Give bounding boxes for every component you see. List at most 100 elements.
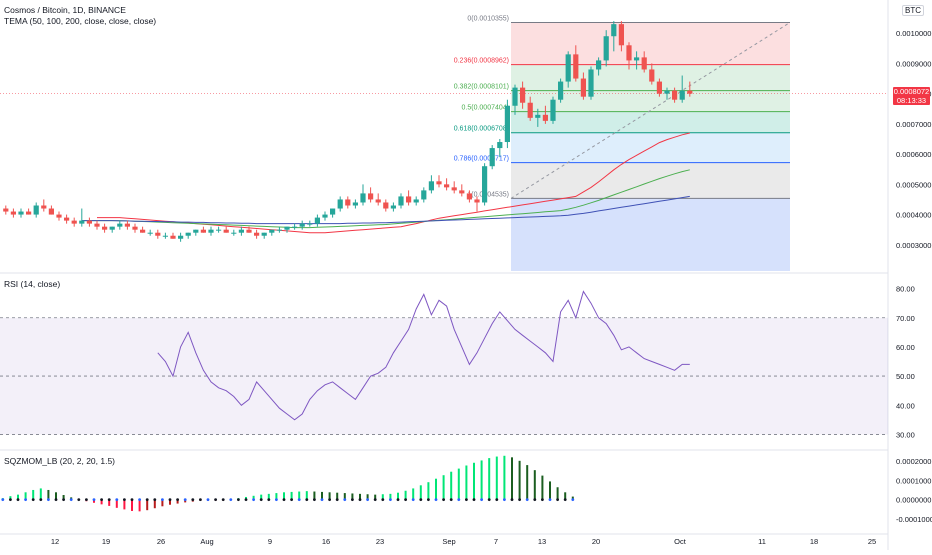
candle-body [535,114,541,118]
fib-level-label: 0.5(0.0007404) [462,105,509,112]
rsi-axis-label: 50.00 [896,372,915,381]
candle-body [565,54,571,82]
candle-body [459,190,465,194]
sqz-bar [32,489,35,500]
sqz-bar [298,491,301,500]
sqz-bar [17,494,19,500]
candle-body [170,235,176,239]
sqz-dot [442,498,445,502]
sqz-bar [549,481,551,500]
sqz-bar [495,456,498,500]
time-axis-label: 16 [322,537,330,546]
tema-legend: TEMA (50, 100, 200, close, close, close) [4,16,157,26]
sqz-bar [138,499,141,512]
sqz-dot [275,498,278,502]
candle-body [41,205,47,209]
sqz-dot [419,498,423,502]
sqz-dot [206,498,210,502]
rsi-axis-label: 70.00 [896,314,915,323]
candle-body [10,211,16,215]
candle-body [124,223,130,227]
sqz-dot [297,498,301,502]
price-axis-label: 0.0004000 [896,211,931,220]
candle-body [626,45,632,61]
candle-body [550,99,556,121]
candle-body [102,226,108,230]
candle-body [618,24,624,46]
sqz-bar [146,499,149,511]
sqz-bar [123,499,126,510]
sqz-bar [169,499,171,505]
fib-level-label: 0.236(0.0008962) [454,58,509,65]
fib-zone [511,162,790,199]
sqz-dot [229,498,233,502]
rsi-axis-label: 80.00 [896,285,915,294]
sqz-dot [548,498,552,502]
candle-body [596,60,602,70]
candle-body [337,199,343,209]
candle-body [109,226,115,230]
sqz-bar [115,499,118,508]
symbol-legend: Cosmos / Bitcoin, 1D, BINANCE [4,5,126,15]
fib-zone [511,198,790,271]
sqz-bar [450,471,453,500]
sqz-bar [9,496,12,500]
fib-trend-line [510,22,791,199]
candle-body [200,229,206,233]
candle-body [330,208,336,215]
candle-body [520,87,526,103]
sqz-dot [518,498,521,502]
sqz-dot [115,498,119,502]
candle-body [292,226,298,228]
candle-body [185,232,191,236]
sqz-dot [62,498,65,502]
sqz-dot [434,498,438,502]
sqz-dot [161,498,164,502]
sqz-dot [510,498,514,502]
candle-body [18,211,24,215]
sqz-bar [435,478,437,500]
candle-body [649,69,655,82]
sqz-dot [571,498,575,502]
candle-body [451,187,457,191]
candle-body [71,220,77,224]
candle-body [573,54,579,79]
time-axis-label: 7 [494,537,498,546]
sqz-dot [9,498,12,502]
candle-body [231,232,237,234]
sqz-legend: SQZMOM_LB (20, 2, 20, 1.5) [4,456,116,466]
candle-body [436,181,442,185]
sqz-dot [54,498,58,502]
sqz-dot [373,498,377,502]
sqz-dot [1,498,5,502]
candle-body [178,235,184,239]
sqz-dot [107,498,111,502]
sqz-dot [313,498,316,502]
candle-body [580,78,586,97]
sqz-dot [343,498,347,502]
currency-unit-badge[interactable]: BTC [902,5,924,16]
candle-body [656,81,662,94]
sqz-bar [343,493,346,500]
time-axis-label: 25 [868,537,876,546]
sqz-bar [131,499,133,511]
time-axis-label: Aug [200,537,213,546]
sqz-dot [290,498,293,502]
sqz-dot [358,498,362,502]
sqz-dot [244,498,248,502]
sqz-dot [449,498,453,502]
candle-body [444,184,450,188]
candle-body [48,208,54,215]
candle-body [26,211,32,215]
candle-body [223,229,229,233]
bar-countdown: 08:13:33 [896,96,927,105]
candle-body [269,229,275,233]
time-axis-label: 11 [758,537,766,546]
sqz-bar [283,492,285,500]
sqz-bar [480,460,483,500]
sqz-dot [480,498,483,502]
rsi-legend: RSI (14, close) [4,279,61,289]
sqz-dot [282,498,286,502]
